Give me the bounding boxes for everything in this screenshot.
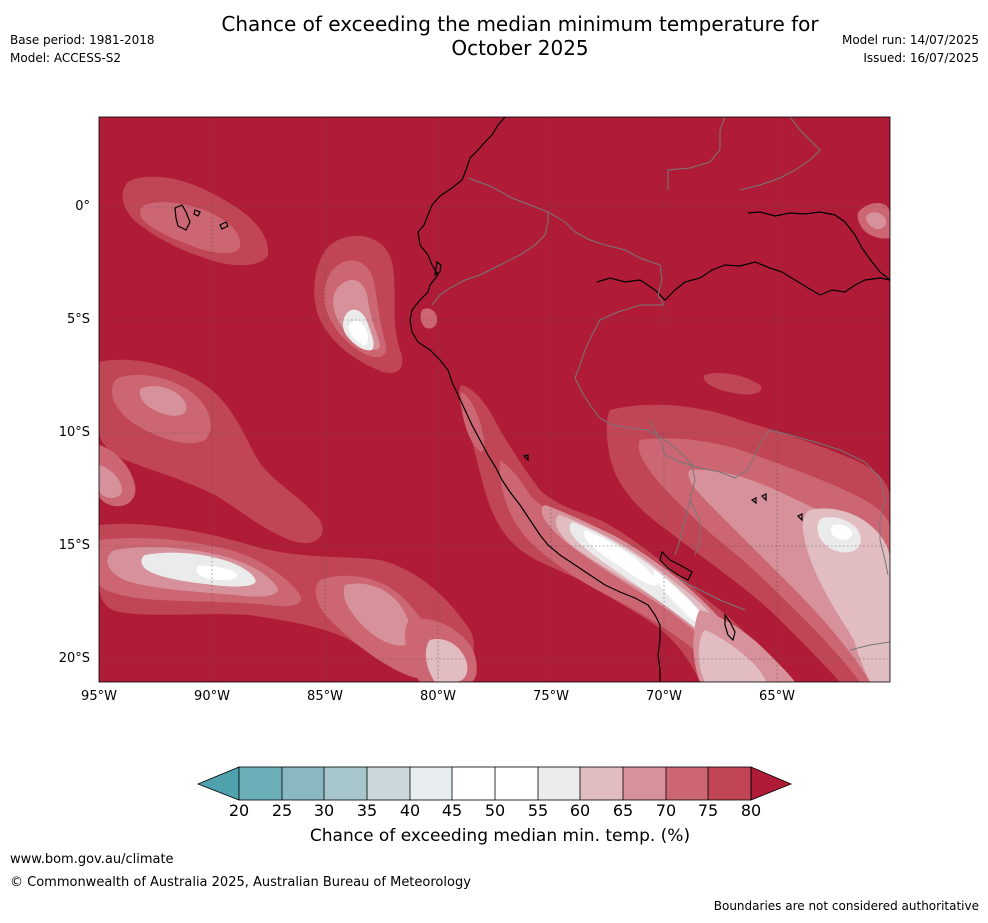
colorbar-bin-25-30 xyxy=(282,767,324,800)
colorbar-bin-20-25 xyxy=(239,767,282,800)
colorbar-title: Chance of exceeding median min. temp. (%… xyxy=(309,826,691,846)
lon-label-70w: 70°W xyxy=(646,689,682,704)
colorbar-low-extend xyxy=(196,766,240,801)
colorbar-label-70: 70 xyxy=(655,801,677,820)
contour-interior-50 xyxy=(831,524,853,540)
contour-west8s-65 xyxy=(139,385,187,416)
colorbar-label-40: 40 xyxy=(399,801,421,820)
lon-label-90w: 90°W xyxy=(194,689,230,704)
lon-label-85w: 85°W xyxy=(307,689,343,704)
colorbar-label-45: 45 xyxy=(441,801,463,820)
colorbar-label-80: 80 xyxy=(740,801,762,820)
probability-field xyxy=(99,117,890,682)
metadata-left: Base period: 1981-2018 Model: ACCESS-S2 xyxy=(10,31,155,67)
colorbar-label-30: 30 xyxy=(313,801,335,820)
colorbar-bin-75-80 xyxy=(708,767,751,800)
model-run-text: Model run: 14/07/2025 xyxy=(841,33,979,47)
lat-label-10s: 10°S xyxy=(58,425,90,440)
contour-coast-50b xyxy=(653,570,710,629)
colorbar-bin-30-35 xyxy=(324,767,367,800)
colorbar-label-75: 75 xyxy=(697,801,719,820)
contour-west12s-65 xyxy=(99,465,123,498)
lon-label-65w: 65°W xyxy=(759,689,795,704)
colorbar-bin-50-55 xyxy=(495,767,538,800)
contour-ne-65 xyxy=(866,212,887,230)
contour-galapagos-70 xyxy=(140,202,241,253)
contour-plume-50 xyxy=(348,320,368,346)
issued-text: Issued: 16/07/2025 xyxy=(863,51,979,65)
colorbar-label-65: 65 xyxy=(612,801,634,820)
colorbar xyxy=(196,766,793,801)
contour-southeast-60 xyxy=(425,639,468,682)
contour-southmid-65 xyxy=(343,583,412,646)
contour-coast-50 xyxy=(583,530,658,586)
colorbar-label-25: 25 xyxy=(271,801,293,820)
colorbar-bin-35-40 xyxy=(367,767,410,800)
colorbar-label-20: 20 xyxy=(228,801,250,820)
website-text: www.bom.gov.au/climate xyxy=(10,852,174,867)
map-title-line2: October 2025 xyxy=(451,36,589,60)
lon-label-95w: 95°W xyxy=(81,689,117,704)
lat-label-5s: 5°S xyxy=(66,312,90,327)
lon-label-75w: 75°W xyxy=(533,689,569,704)
model-text: Model: ACCESS-S2 xyxy=(10,51,122,65)
contour-andes-south-60 xyxy=(698,630,766,682)
lat-label-0: 0° xyxy=(75,199,90,214)
colorbar-high-extend xyxy=(750,766,793,801)
colorbar-label-60: 60 xyxy=(569,801,591,820)
lon-label-80w: 80°W xyxy=(420,689,456,704)
disclaimer-text: Boundaries are not considered authoritat… xyxy=(713,899,979,913)
base-period-text: Base period: 1981-2018 xyxy=(10,33,155,47)
colorbar-bin-55-60 xyxy=(538,767,580,800)
colorbar-bin-40-45 xyxy=(410,767,452,800)
colorbar-bin-45-50 xyxy=(452,767,495,800)
contour-blob-75w-75 xyxy=(703,373,762,395)
country-boundaries xyxy=(431,117,890,651)
map-title: Chance of exceeding the median minimum t… xyxy=(150,12,890,60)
contour-blob-80w-70 xyxy=(420,308,438,329)
colorbar-bin-65-70 xyxy=(623,767,666,800)
map-title-line1: Chance of exceeding the median minimum t… xyxy=(221,12,819,36)
lat-label-15s: 15°S xyxy=(58,538,90,553)
metadata-right: Model run: 14/07/2025 Issued: 16/07/2025 xyxy=(842,31,979,67)
colorbar-bin-60-65 xyxy=(580,767,623,800)
colorbar-label-55: 55 xyxy=(527,801,549,820)
colorbar-bin-70-75 xyxy=(666,767,708,800)
lat-label-20s: 20°S xyxy=(58,651,90,666)
map-frame xyxy=(98,116,891,683)
colorbar-label-35: 35 xyxy=(356,801,378,820)
colorbar-label-50: 50 xyxy=(484,801,506,820)
contour-south-50 xyxy=(196,565,238,580)
coastline xyxy=(174,117,890,682)
copyright-text: © Commonwealth of Australia 2025, Austra… xyxy=(10,875,471,890)
contour-interior-60b xyxy=(850,578,890,682)
